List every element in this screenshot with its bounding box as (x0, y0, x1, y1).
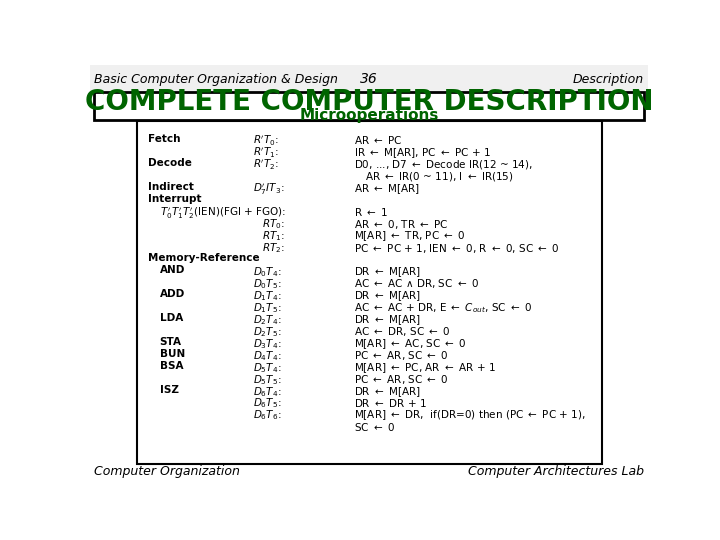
Text: $D_6T_6$:: $D_6T_6$: (253, 409, 282, 422)
Text: DR $\leftarrow$ M[AR]: DR $\leftarrow$ M[AR] (354, 313, 420, 327)
Text: $R'T_0$:: $R'T_0$: (253, 134, 279, 148)
Bar (137, 121, 601, 464)
Bar (90, 65, 648, 92)
Text: ADD: ADD (160, 289, 185, 299)
Text: Basic Computer Organization & Design: Basic Computer Organization & Design (94, 73, 338, 86)
Text: PC $\leftarrow$ PC + 1, IEN $\leftarrow$ 0, R $\leftarrow$ 0, SC $\leftarrow$ 0: PC $\leftarrow$ PC + 1, IEN $\leftarrow$… (354, 241, 559, 254)
Text: AC $\leftarrow$ AC $\wedge$ DR, SC $\leftarrow$ 0: AC $\leftarrow$ AC $\wedge$ DR, SC $\lef… (354, 278, 479, 291)
Text: BUN: BUN (160, 349, 185, 359)
Text: DR $\leftarrow$ M[AR]: DR $\leftarrow$ M[AR] (354, 265, 420, 279)
Text: $D_1T_4$:: $D_1T_4$: (253, 289, 282, 303)
Text: D0, ..., D7 $\leftarrow$ Decode IR(12 ~ 14),: D0, ..., D7 $\leftarrow$ Decode IR(12 ~ … (354, 158, 532, 171)
Text: M[AR] $\leftarrow$ AC, SC $\leftarrow$ 0: M[AR] $\leftarrow$ AC, SC $\leftarrow$ 0 (354, 337, 466, 351)
Text: SC $\leftarrow$ 0: SC $\leftarrow$ 0 (354, 421, 395, 433)
Text: M[AR] $\leftarrow$ TR, PC $\leftarrow$ 0: M[AR] $\leftarrow$ TR, PC $\leftarrow$ 0 (354, 230, 465, 244)
Text: $D_6T_5$:: $D_6T_5$: (253, 397, 282, 410)
Text: $D_5T_5$:: $D_5T_5$: (253, 373, 282, 387)
Bar (94, 92, 644, 120)
Text: LDA: LDA (160, 313, 183, 323)
Text: 36: 36 (360, 72, 378, 86)
Text: AR $\leftarrow$ M[AR]: AR $\leftarrow$ M[AR] (354, 182, 420, 195)
Text: DR $\leftarrow$ M[AR]: DR $\leftarrow$ M[AR] (354, 384, 420, 399)
Text: $RT_2$:: $RT_2$: (262, 241, 285, 255)
Text: R $\leftarrow$ 1: R $\leftarrow$ 1 (354, 206, 387, 218)
Text: $D_3T_4$:: $D_3T_4$: (253, 337, 282, 351)
Text: Memory-Reference: Memory-Reference (148, 253, 260, 264)
Text: ISZ: ISZ (160, 384, 179, 395)
Text: Fetch: Fetch (148, 134, 181, 144)
Text: COMPLETE COMPUTER DESCRIPTION: COMPLETE COMPUTER DESCRIPTION (85, 88, 653, 116)
Text: $RT_1$:: $RT_1$: (262, 230, 285, 244)
Text: PC $\leftarrow$ AR, SC $\leftarrow$ 0: PC $\leftarrow$ AR, SC $\leftarrow$ 0 (354, 373, 449, 386)
Text: DR $\leftarrow$ M[AR]: DR $\leftarrow$ M[AR] (354, 289, 420, 303)
Text: Interrupt: Interrupt (148, 194, 202, 204)
Text: Microoperations: Microoperations (300, 108, 438, 123)
Text: $D_2T_5$:: $D_2T_5$: (253, 325, 282, 339)
Text: $D_2T_4$:: $D_2T_4$: (253, 313, 282, 327)
Text: DR $\leftarrow$ DR + 1: DR $\leftarrow$ DR + 1 (354, 397, 426, 409)
Text: AR $\leftarrow$ PC: AR $\leftarrow$ PC (354, 134, 402, 146)
Text: M[AR] $\leftarrow$ PC, AR $\leftarrow$ AR + 1: M[AR] $\leftarrow$ PC, AR $\leftarrow$ A… (354, 361, 495, 375)
Text: $D_7'IT_3$:: $D_7'IT_3$: (253, 182, 284, 197)
Text: $D_5T_4$:: $D_5T_4$: (253, 361, 282, 375)
Text: $D_0T_4$:: $D_0T_4$: (253, 265, 282, 279)
Text: $D_1T_5$:: $D_1T_5$: (253, 301, 282, 315)
Text: Computer Organization: Computer Organization (94, 465, 240, 478)
Text: $R'T_1$:: $R'T_1$: (253, 146, 279, 160)
Text: $RT_0$:: $RT_0$: (262, 218, 285, 232)
Text: AND: AND (160, 265, 185, 275)
Text: Indirect: Indirect (148, 182, 194, 192)
Text: $D_6T_4$:: $D_6T_4$: (253, 384, 282, 399)
Text: AR $\leftarrow$ IR(0 ~ 11), I $\leftarrow$ IR(15): AR $\leftarrow$ IR(0 ~ 11), I $\leftarro… (365, 170, 514, 183)
Text: M[AR] $\leftarrow$ DR,  if(DR=0) then (PC $\leftarrow$ PC + 1),: M[AR] $\leftarrow$ DR, if(DR=0) then (PC… (354, 409, 585, 422)
Text: $D_0T_5$:: $D_0T_5$: (253, 278, 282, 291)
Text: IR $\leftarrow$ M[AR], PC $\leftarrow$ PC + 1: IR $\leftarrow$ M[AR], PC $\leftarrow$ P… (354, 146, 490, 160)
Text: AC $\leftarrow$ DR, SC $\leftarrow$ 0: AC $\leftarrow$ DR, SC $\leftarrow$ 0 (354, 325, 450, 338)
Text: $R'T_2$:: $R'T_2$: (253, 158, 279, 172)
Text: PC $\leftarrow$ AR, SC $\leftarrow$ 0: PC $\leftarrow$ AR, SC $\leftarrow$ 0 (354, 349, 449, 362)
Text: STA: STA (160, 337, 181, 347)
Text: Description: Description (573, 73, 644, 86)
Text: BSA: BSA (160, 361, 184, 371)
Text: AC $\leftarrow$ AC + DR, E $\leftarrow$ $C_{out}$, SC $\leftarrow$ 0: AC $\leftarrow$ AC + DR, E $\leftarrow$ … (354, 301, 531, 315)
Text: $T_0'T_1'T_2'$(IEN)(FGI + FGO):: $T_0'T_1'T_2'$(IEN)(FGI + FGO): (160, 206, 286, 221)
Text: $D_4T_4$:: $D_4T_4$: (253, 349, 282, 363)
Text: Computer Architectures Lab: Computer Architectures Lab (468, 465, 644, 478)
Text: AR $\leftarrow$ 0, TR $\leftarrow$ PC: AR $\leftarrow$ 0, TR $\leftarrow$ PC (354, 218, 449, 231)
Text: Decode: Decode (148, 158, 192, 168)
